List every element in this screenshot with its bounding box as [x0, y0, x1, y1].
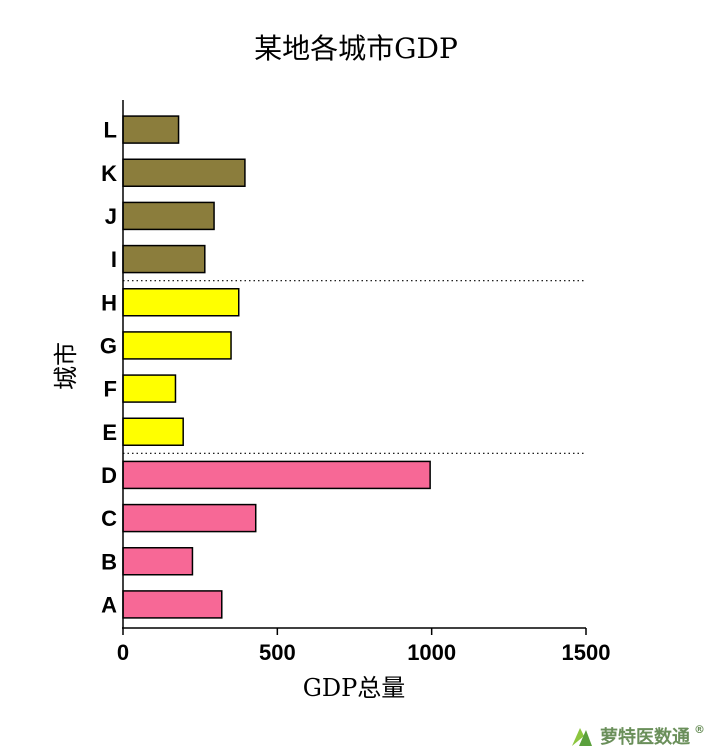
bar-I: [122, 244, 206, 274]
y-axis-title: 城市: [52, 342, 80, 390]
y-tick-label-E: E: [102, 420, 117, 445]
bar-K: [122, 158, 246, 187]
bar-B: [122, 547, 194, 576]
bar-C: [122, 503, 257, 533]
y-tick-label-K: K: [101, 161, 117, 186]
chart-title: 某地各城市GDP: [254, 32, 458, 65]
bar-A: [122, 590, 223, 619]
x-axis-title: GDP总量: [303, 674, 406, 702]
axes: [122, 100, 587, 635]
bar-H: [122, 288, 240, 317]
y-tick-label-B: B: [101, 549, 117, 574]
x-tick-label-500: 500: [259, 640, 296, 665]
watermark: 萝特医数通 ®: [570, 723, 705, 749]
watermark-text: 萝特医数通: [600, 727, 690, 748]
bar-G: [122, 331, 232, 360]
bar-D: [122, 460, 431, 490]
x-tick-label-1000: 1000: [407, 640, 456, 665]
y-tick-label-F: F: [104, 377, 117, 402]
x-tick-label-0: 0: [117, 640, 129, 665]
y-tick-label-G: G: [100, 333, 117, 358]
bar-F: [122, 374, 177, 403]
y-tick-label-H: H: [101, 290, 117, 315]
bar-J: [122, 201, 215, 231]
y-tick-label-C: C: [101, 506, 117, 531]
bars-layer: [122, 115, 431, 619]
bar-L: [122, 115, 180, 144]
y-tick-label-A: A: [101, 592, 117, 617]
y-tick-label-I: I: [111, 247, 117, 272]
x-tick-labels: 0 500 1000 1500: [117, 640, 611, 665]
bar-E: [122, 417, 184, 446]
y-tick-label-D: D: [101, 463, 117, 488]
group-separators: [123, 280, 586, 454]
registered-mark: ®: [694, 723, 705, 736]
leaf-logo-icon: [572, 728, 592, 746]
y-tick-label-L: L: [104, 118, 117, 143]
y-tick-label-J: J: [105, 204, 117, 229]
x-tick-label-1500: 1500: [562, 640, 611, 665]
